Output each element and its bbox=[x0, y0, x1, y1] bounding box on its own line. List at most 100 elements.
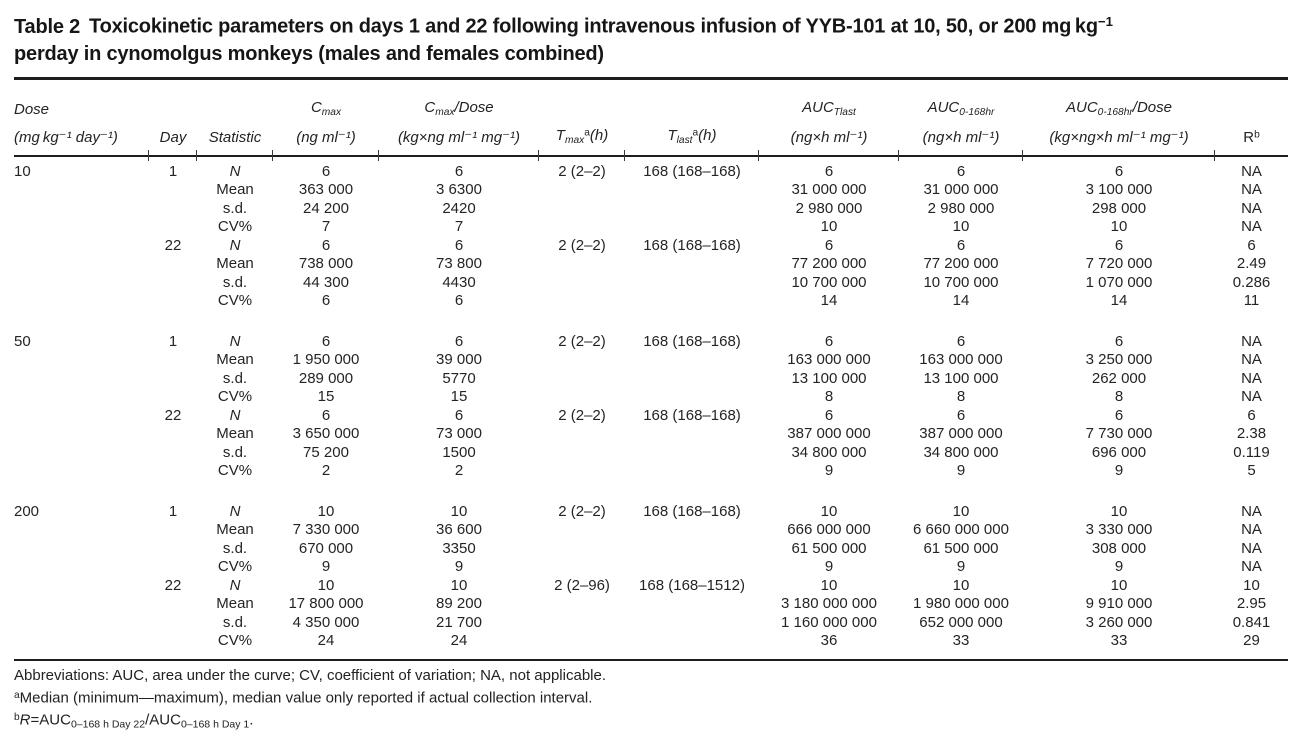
table-row: 200 1 N 10 10 2 (2–2) 168 (168–168) 10 10 10 NA bbox=[14, 481, 1288, 522]
cell-auc_tlast: 10 bbox=[820, 218, 838, 236]
cell-auc_0168: 10 bbox=[952, 218, 970, 236]
cell-tmax bbox=[539, 614, 625, 633]
col-header-dose: Dose bbox=[14, 100, 50, 118]
cell-auc_tlast: 6 bbox=[824, 236, 834, 254]
cell-auc_0168: 9 bbox=[956, 462, 966, 480]
table-row: Mean 3 650 000 73 000 387 000 000 387 000 00… bbox=[14, 425, 1288, 444]
cell-day bbox=[149, 388, 197, 407]
cell-r: NA bbox=[1241, 351, 1262, 369]
col-unit-auc-tlast: (ng×h ml⁻¹) bbox=[759, 117, 899, 161]
cell-auc_0168_dose: 10 bbox=[1110, 576, 1128, 594]
table-row: Mean 17 800 000 89 200 3 180 000 000 1 980 0… bbox=[14, 595, 1288, 614]
cell-r: NA bbox=[1241, 558, 1262, 576]
cell-cmax_dose: 39 000 bbox=[436, 351, 482, 369]
cell-auc_0168: 14 bbox=[952, 292, 970, 310]
cell-stat: CV% bbox=[217, 292, 253, 310]
cell-auc_0168: 2 980 000 bbox=[927, 199, 995, 217]
cell-cmax_dose: 21 700 bbox=[436, 613, 482, 631]
cell-cmax_dose: 3 6300 bbox=[436, 181, 482, 199]
cell-auc_tlast: 34 800 000 bbox=[791, 443, 867, 461]
cell-auc_tlast: 77 200 000 bbox=[791, 255, 867, 273]
cell-cmax_dose: 73 800 bbox=[436, 255, 482, 273]
table-caption-line1: Table 2 Toxicokinetic parameters on days … bbox=[14, 14, 1113, 38]
cell-dose: 200 bbox=[14, 502, 40, 520]
cell-auc_0168_dose: 3 250 000 bbox=[1085, 351, 1153, 369]
cell-tmax bbox=[539, 540, 625, 559]
col-header-cmax: Cmax bbox=[310, 98, 342, 118]
col-header-auc-0-168-dose: AUC0-168hr/Dose bbox=[1066, 98, 1172, 118]
cell-auc_tlast: 1 160 000 000 bbox=[781, 613, 877, 631]
cell-r: 0.119 bbox=[1233, 443, 1270, 461]
cell-cmax: 363 000 bbox=[298, 181, 354, 199]
cell-tlast bbox=[625, 462, 759, 481]
col-header-r: Rb bbox=[1215, 117, 1288, 157]
cell-tlast: 168 (168–168) bbox=[643, 162, 741, 180]
col-header-cmax-dose: Cmax/Dose bbox=[424, 98, 494, 118]
cell-day bbox=[149, 595, 197, 614]
cell-cmax_dose: 10 bbox=[450, 576, 468, 594]
cell-day: 22 bbox=[164, 576, 182, 594]
cell-tmax bbox=[539, 370, 625, 389]
cell-tmax: 2 (2–2) bbox=[558, 502, 606, 520]
cell-tmax bbox=[539, 388, 625, 407]
cell-dose bbox=[14, 577, 149, 596]
cell-auc_tlast: 14 bbox=[820, 292, 838, 310]
cell-stat: N bbox=[229, 406, 241, 424]
cell-cmax: 738 000 bbox=[298, 255, 354, 273]
cell-dose bbox=[14, 351, 149, 370]
cell-auc_0168_dose: 696 000 bbox=[1091, 443, 1147, 461]
cell-dose bbox=[14, 255, 149, 274]
cell-cmax: 670 000 bbox=[298, 539, 354, 557]
cell-auc_0168_dose: 3 260 000 bbox=[1085, 613, 1153, 631]
cell-auc_0168: 10 bbox=[952, 576, 970, 594]
cell-r: 10 bbox=[1243, 576, 1260, 594]
cell-cmax: 6 bbox=[321, 292, 331, 310]
cell-cmax_dose: 36 600 bbox=[436, 521, 482, 539]
cell-tlast bbox=[625, 181, 759, 200]
cell-auc_0168: 6 660 000 000 bbox=[913, 521, 1009, 539]
table-row: CV% 7 7 10 10 10 NA bbox=[14, 218, 1288, 237]
cell-tmax bbox=[539, 292, 625, 311]
cell-dose bbox=[14, 407, 149, 426]
table-row: Mean 363 000 3 6300 31 000 000 31 000 000 3 1… bbox=[14, 181, 1288, 200]
cell-cmax_dose: 2420 bbox=[442, 199, 476, 217]
table-number: Table 2 bbox=[14, 15, 81, 38]
cell-auc_tlast: 8 bbox=[824, 388, 834, 406]
cell-day bbox=[149, 540, 197, 559]
cell-tmax bbox=[539, 181, 625, 200]
cell-day bbox=[149, 218, 197, 237]
cell-day bbox=[149, 274, 197, 293]
cell-dose bbox=[14, 558, 149, 577]
cell-stat: CV% bbox=[217, 218, 253, 236]
table-row: s.d. 4 350 000 21 700 1 160 000 000 652 000 … bbox=[14, 614, 1288, 633]
cell-auc_tlast: 31 000 000 bbox=[791, 181, 867, 199]
cell-auc_tlast: 2 980 000 bbox=[795, 199, 863, 217]
cell-cmax_dose: 6 bbox=[454, 236, 464, 254]
table-row: CV% 6 6 14 14 14 11 bbox=[14, 292, 1288, 311]
cell-stat: Mean bbox=[216, 595, 254, 613]
cell-tlast bbox=[625, 351, 759, 370]
cell-auc_0168_dose: 3 100 000 bbox=[1085, 181, 1153, 199]
cell-tmax bbox=[539, 200, 625, 219]
cell-auc_0168_dose: 262 000 bbox=[1091, 369, 1147, 387]
cell-cmax: 24 bbox=[317, 632, 335, 650]
col-unit-auc-0-168-dose: (kg×ng×h ml⁻¹ mg⁻¹) bbox=[1023, 117, 1215, 161]
cell-auc_0168: 61 500 000 bbox=[923, 539, 999, 557]
cell-stat: s.d. bbox=[222, 613, 248, 631]
cell-auc_0168_dose: 6 bbox=[1114, 406, 1124, 424]
cell-tlast bbox=[625, 425, 759, 444]
cell-tlast bbox=[625, 614, 759, 633]
cell-dose bbox=[14, 218, 149, 237]
cell-tlast: 168 (168–168) bbox=[643, 236, 741, 254]
cell-dose bbox=[14, 388, 149, 407]
cell-tlast: 168 (168–168) bbox=[643, 332, 741, 350]
cell-cmax: 3 650 000 bbox=[292, 425, 360, 443]
cell-auc_0168_dose: 14 bbox=[1110, 292, 1128, 310]
cell-cmax_dose: 6 bbox=[454, 292, 464, 310]
cell-tlast bbox=[625, 540, 759, 559]
toxicokinetic-table: Dose Cmax Cmax/Dose AUCTlast AUC0-168hr … bbox=[14, 76, 1288, 661]
cell-tmax bbox=[539, 595, 625, 614]
table-row: 22 N 10 10 2 (2–96) 168 (168–1512) 10 10 10 10 bbox=[14, 577, 1288, 596]
cell-tlast bbox=[625, 521, 759, 540]
